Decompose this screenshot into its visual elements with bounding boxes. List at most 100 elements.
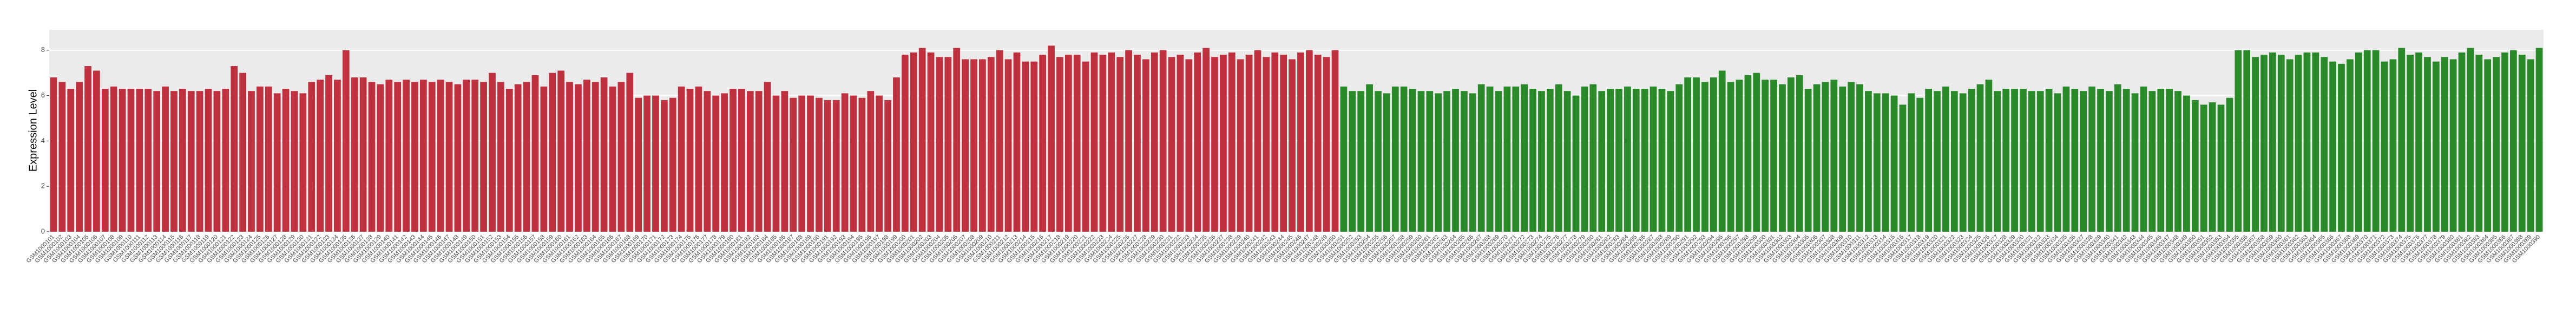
bar bbox=[1925, 88, 1933, 232]
bar bbox=[1039, 55, 1047, 232]
bar bbox=[1598, 91, 1606, 232]
bar bbox=[1658, 88, 1666, 232]
bar bbox=[334, 80, 341, 232]
bar bbox=[2131, 93, 2139, 232]
bar bbox=[575, 84, 582, 232]
bar bbox=[2191, 100, 2199, 232]
bar bbox=[910, 52, 917, 232]
bar bbox=[231, 66, 238, 232]
bar bbox=[2235, 50, 2242, 232]
bar bbox=[1770, 80, 1777, 232]
bar bbox=[2183, 95, 2190, 232]
bar bbox=[1185, 59, 1193, 232]
bar bbox=[1865, 91, 1872, 232]
bar bbox=[471, 80, 479, 232]
bar bbox=[1529, 88, 1536, 232]
bar bbox=[2449, 59, 2457, 232]
bar bbox=[1890, 95, 1898, 232]
bar bbox=[1314, 55, 1322, 232]
bar bbox=[523, 82, 530, 232]
bar bbox=[781, 91, 788, 232]
bar bbox=[2303, 52, 2311, 232]
bar bbox=[2424, 57, 2431, 232]
bar bbox=[403, 80, 410, 232]
bar bbox=[2122, 88, 2130, 232]
bar bbox=[1589, 84, 1597, 232]
bar bbox=[1030, 61, 1038, 232]
bar bbox=[1443, 91, 1450, 232]
bar bbox=[970, 59, 977, 232]
bar bbox=[1245, 55, 1253, 232]
bar bbox=[437, 80, 444, 232]
bar bbox=[1813, 84, 1821, 232]
bar bbox=[1521, 84, 1528, 232]
bar bbox=[1357, 91, 1365, 232]
bar bbox=[2398, 48, 2406, 232]
bar bbox=[1495, 91, 1502, 232]
bar bbox=[205, 88, 212, 232]
bar bbox=[257, 86, 264, 232]
bar bbox=[196, 91, 203, 232]
bar bbox=[2467, 48, 2474, 232]
bar bbox=[419, 80, 427, 232]
bar bbox=[1822, 82, 1829, 232]
bar bbox=[2441, 57, 2448, 232]
bar bbox=[428, 82, 436, 232]
bar bbox=[1693, 77, 1700, 232]
bar bbox=[2381, 61, 2388, 232]
bar bbox=[1142, 59, 1149, 232]
bar bbox=[927, 52, 935, 232]
bar bbox=[2321, 57, 2328, 232]
bar bbox=[557, 70, 564, 232]
bar bbox=[2252, 57, 2259, 232]
bar bbox=[832, 100, 840, 232]
bar bbox=[721, 93, 728, 232]
bar bbox=[1632, 88, 1640, 232]
bar bbox=[2493, 57, 2500, 232]
bar bbox=[93, 70, 100, 232]
bar bbox=[1125, 50, 1132, 232]
y-tick-label: 2 bbox=[41, 182, 45, 190]
bar bbox=[1796, 75, 1803, 232]
bar bbox=[936, 57, 943, 232]
bar bbox=[1194, 52, 1201, 232]
bar bbox=[1762, 80, 1769, 232]
bar bbox=[1555, 84, 1562, 232]
bar bbox=[746, 91, 754, 232]
bar bbox=[1908, 93, 1915, 232]
bar bbox=[282, 88, 290, 232]
bar bbox=[1804, 88, 1812, 232]
bar bbox=[2166, 88, 2173, 232]
bar bbox=[1297, 52, 1304, 232]
bar bbox=[67, 88, 75, 232]
bar bbox=[1116, 57, 1124, 232]
bar bbox=[489, 73, 496, 232]
bar bbox=[1271, 52, 1279, 232]
bar bbox=[884, 100, 891, 232]
bar bbox=[308, 82, 316, 232]
bar bbox=[1289, 59, 1296, 232]
bar bbox=[2045, 88, 2053, 232]
bar bbox=[1022, 61, 1029, 232]
bar bbox=[2106, 91, 2113, 232]
bar bbox=[1323, 57, 1330, 232]
bar bbox=[2157, 88, 2165, 232]
bar bbox=[505, 88, 513, 232]
bar bbox=[144, 88, 152, 232]
bar bbox=[342, 50, 350, 232]
bar bbox=[1650, 86, 1657, 232]
bar bbox=[850, 95, 857, 232]
bar bbox=[893, 77, 900, 232]
bar bbox=[1383, 93, 1390, 232]
bar bbox=[1976, 84, 1984, 232]
bar bbox=[2217, 104, 2225, 232]
bar bbox=[1916, 97, 1924, 232]
bar bbox=[2510, 50, 2517, 232]
bar bbox=[2415, 52, 2422, 232]
y-axis-label: Expression Level bbox=[27, 89, 39, 172]
bar bbox=[1331, 50, 1339, 232]
bar bbox=[2114, 84, 2121, 232]
bar bbox=[1263, 57, 1270, 232]
bar bbox=[359, 77, 367, 232]
y-tick-label: 8 bbox=[41, 45, 45, 54]
